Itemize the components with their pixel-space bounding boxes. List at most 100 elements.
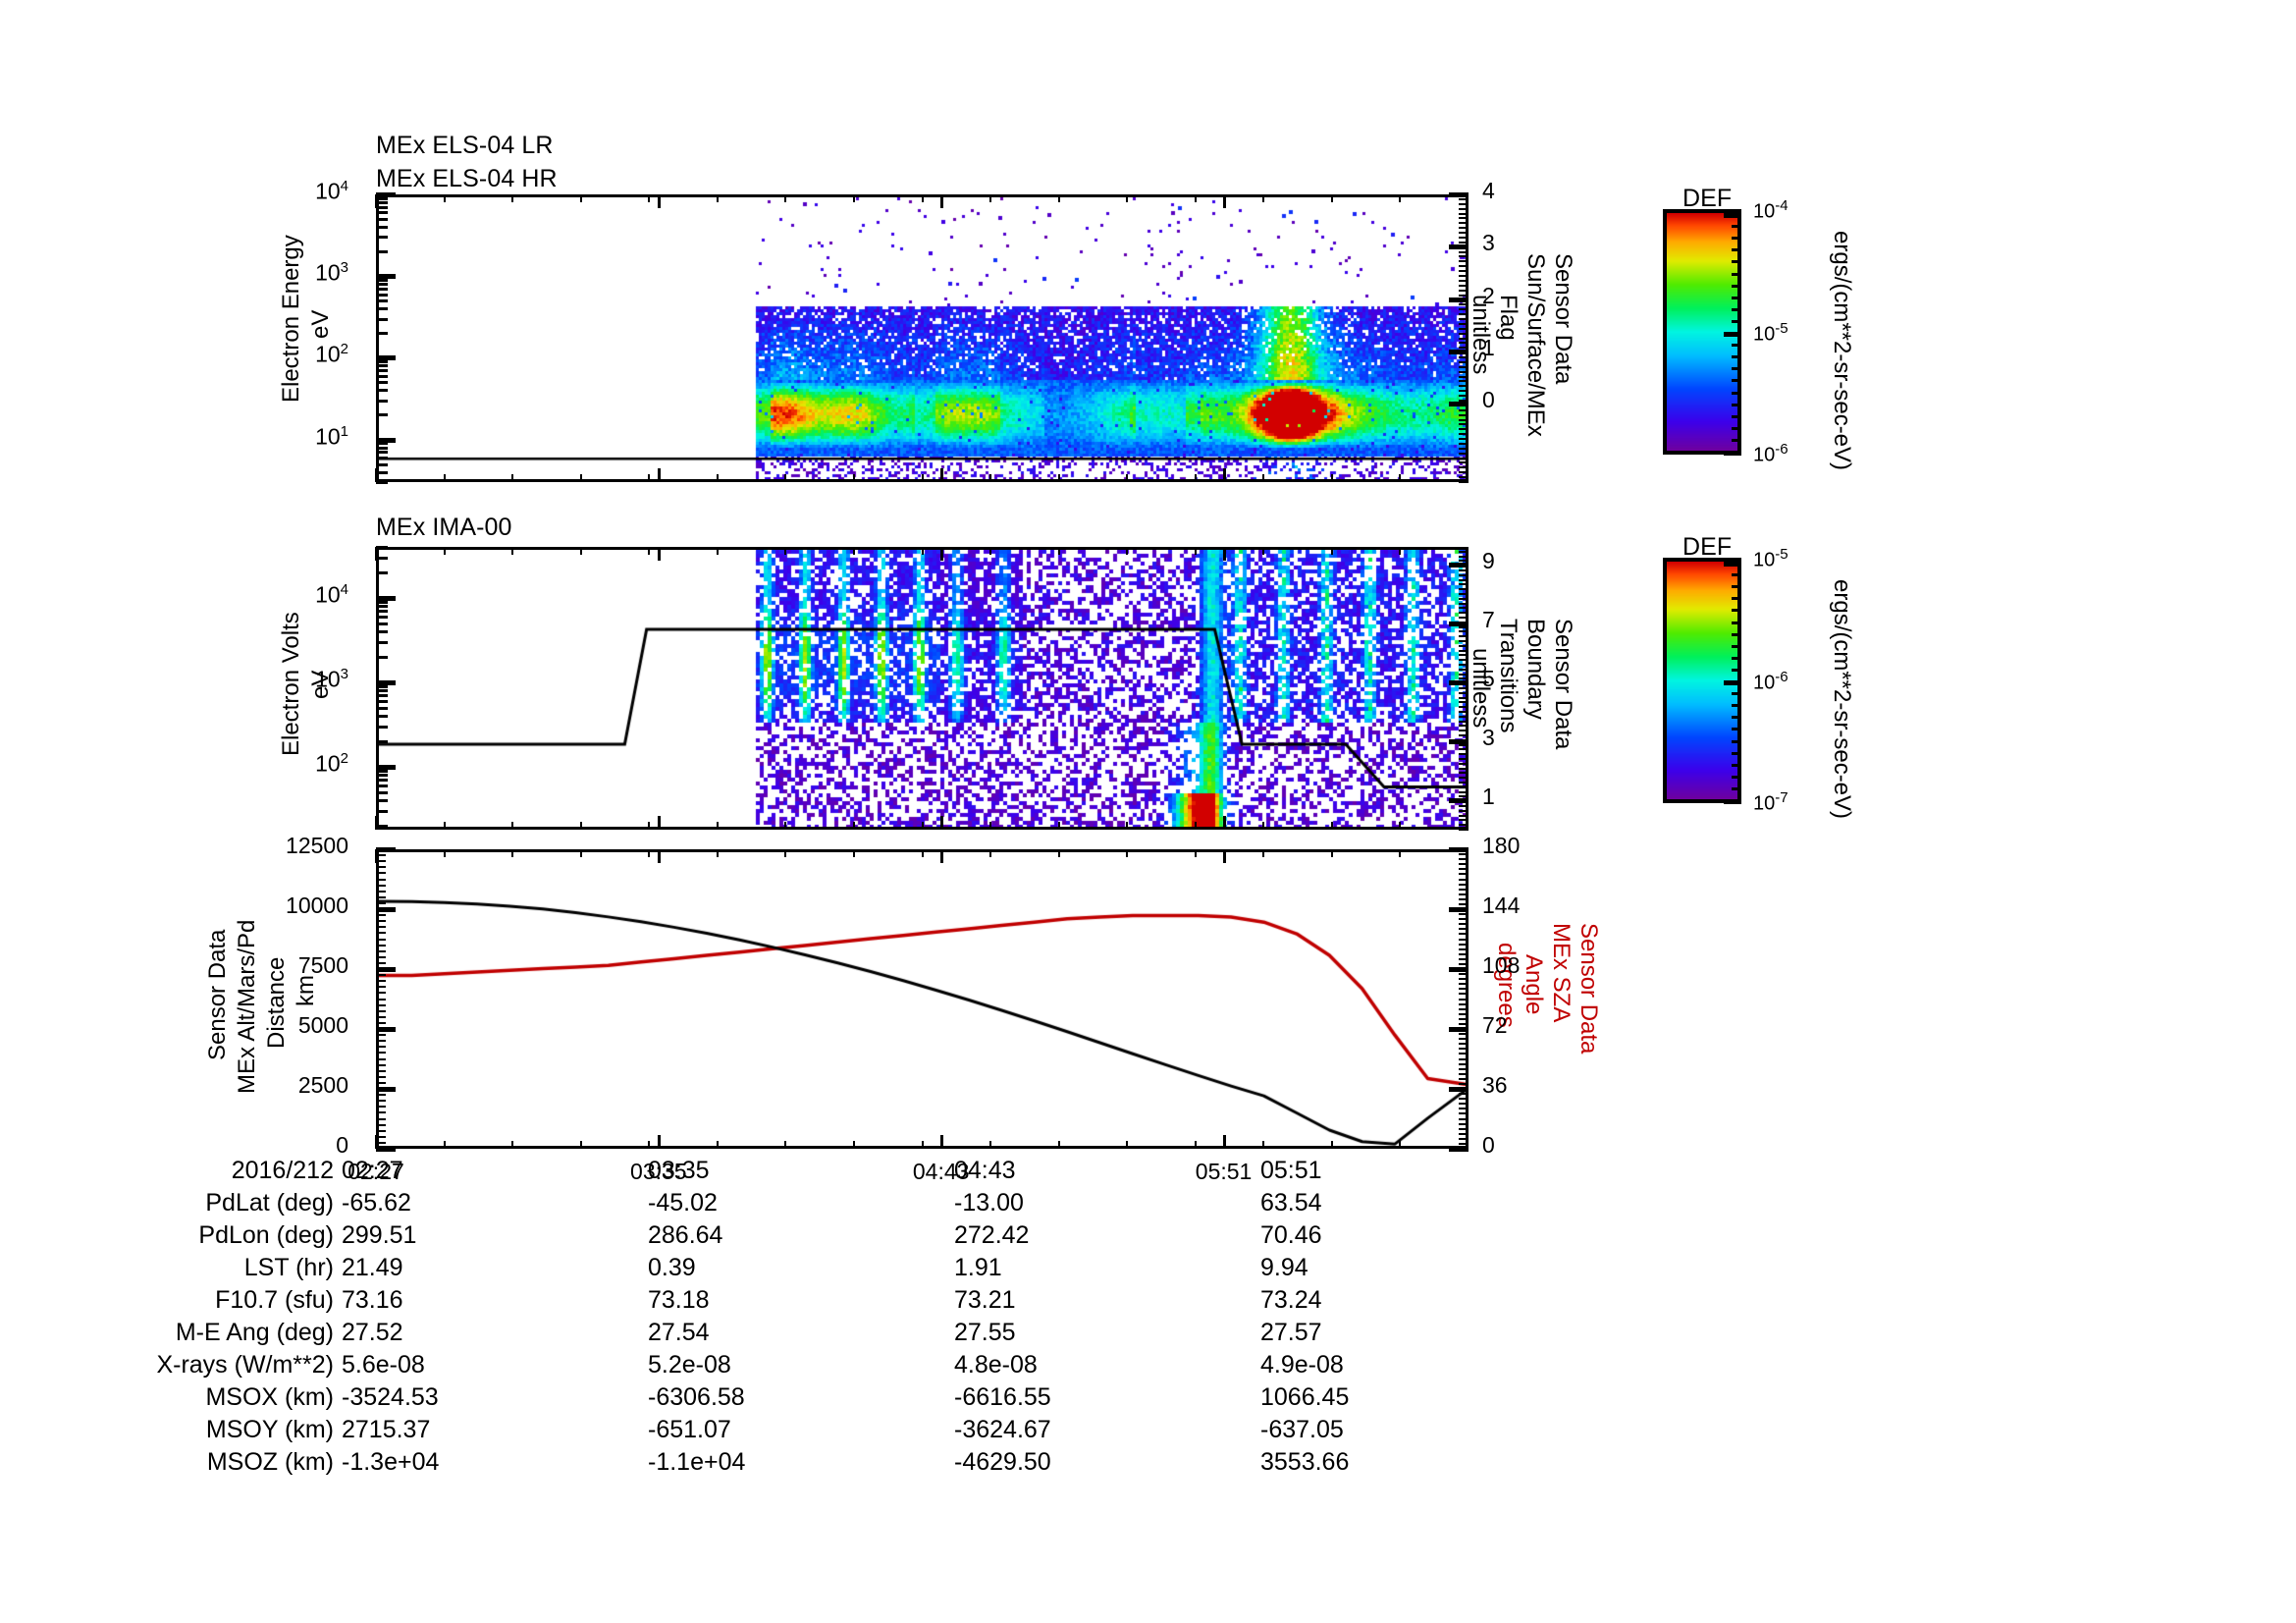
panel3-right-axis-label-line3: Angle xyxy=(1521,954,1547,1015)
panel3-right-minortick xyxy=(1459,928,1468,930)
panel1-right-minortick xyxy=(1459,217,1468,219)
ephemeris-row-label: MSOY (km) xyxy=(205,1416,334,1443)
panel3-right-minortick xyxy=(1459,983,1468,985)
panel1-bottom-minortick xyxy=(717,474,719,482)
panel1-right-minortick xyxy=(1459,356,1468,358)
ephemeris-cell: 70.46 xyxy=(1260,1221,1322,1249)
panel3-top-minortick xyxy=(1399,849,1401,857)
panel3-right-minortick xyxy=(1459,918,1468,920)
panel3-right-ticklabel: 72 xyxy=(1482,1012,1508,1038)
panel3-right-minortick xyxy=(1459,953,1468,955)
panel3-left-minortick xyxy=(376,1046,386,1048)
colorbar1-tickmark xyxy=(1732,415,1741,418)
panel3-left-minortick xyxy=(376,920,386,922)
panel3-left-minortick xyxy=(376,1040,386,1042)
panel3-right-minortick xyxy=(1459,1013,1468,1015)
colorbar2[interactable] xyxy=(1663,558,1741,803)
ephemeris-cell: 05:51 xyxy=(1260,1157,1322,1184)
panel2-top-minortick xyxy=(1399,547,1401,555)
panel-ion-energy-spectrogram[interactable] xyxy=(376,547,1468,830)
panel3-right-minortick xyxy=(1459,948,1468,950)
panel2-left-minortick xyxy=(376,740,388,743)
panel2-left-minortick xyxy=(376,681,396,684)
panel3-right-minortick xyxy=(1459,1133,1468,1135)
panel1-right-minortick xyxy=(1459,270,1468,272)
panel1-left-minortick xyxy=(376,381,388,384)
panel1-left-minortick xyxy=(376,294,388,297)
time-axis-ticklabel: 02:27 xyxy=(347,1159,404,1184)
panel2-bottom-minortick xyxy=(1058,822,1060,830)
panel3-right-ticklabel: 108 xyxy=(1482,952,1521,978)
panel1-right-minortick xyxy=(1459,255,1468,257)
panel2-right-minortick xyxy=(1459,607,1468,609)
panel3-left-minortick xyxy=(376,1148,386,1150)
panel3-right-minortick xyxy=(1459,933,1468,935)
colorbar1-tickmark xyxy=(1732,308,1741,311)
panel1-bottom-minortick xyxy=(1195,474,1197,482)
panel3-right-minortick xyxy=(1459,1018,1468,1020)
panel2-right-minortick xyxy=(1459,583,1468,585)
panel2-left-minortick xyxy=(376,685,388,688)
panel2-right-minortick xyxy=(1459,711,1468,713)
colorbar2-tickmark xyxy=(1732,716,1741,719)
panel3-right-minortick xyxy=(1459,1128,1468,1130)
panel1-right-minortick xyxy=(1459,466,1468,468)
panel2-right-minortick xyxy=(1459,593,1468,595)
panel3-left-minortick xyxy=(376,866,386,868)
colorbar1-tickmark xyxy=(1724,332,1741,337)
panel3-right-minortick xyxy=(1459,963,1468,965)
panel3-right-minortick xyxy=(1459,1008,1468,1010)
panel2-left-minortick xyxy=(376,597,396,600)
panel1-top-minortick xyxy=(1331,194,1333,202)
panel1-bottom-minortick xyxy=(784,474,786,482)
ephemeris-cell: -45.02 xyxy=(648,1189,718,1217)
panel-electron-energy-spectrogram[interactable] xyxy=(376,194,1468,482)
panel1-right-tickmark xyxy=(1449,192,1468,197)
colorbar2-tickmark xyxy=(1732,740,1741,743)
panel3-right-minortick xyxy=(1459,1088,1468,1090)
panel1-right-ticklabel: 2 xyxy=(1482,282,1495,308)
colorbar2-tickmark xyxy=(1732,633,1741,636)
panel1-left-minortick xyxy=(376,211,388,214)
panel3-bottom-minortick xyxy=(511,1141,513,1149)
panel2-right-ticklabel: 9 xyxy=(1482,548,1495,573)
panel-altitude-sza-lineplot[interactable] xyxy=(376,849,1468,1149)
panel3-left-minortick xyxy=(376,1010,386,1012)
panel3-right-minortick xyxy=(1459,1108,1468,1109)
panel1-right-minortick xyxy=(1459,242,1468,243)
panel1-right-minortick xyxy=(1459,208,1468,210)
panel2-right-minortick xyxy=(1459,622,1468,623)
panel3-right-minortick xyxy=(1459,973,1468,975)
panel1-right-minortick xyxy=(1459,323,1468,325)
panel3-top-minortick xyxy=(1331,849,1333,857)
panel2-bottom-minortick xyxy=(648,822,650,830)
panel1-right-minortick xyxy=(1459,333,1468,335)
panel1-right-minortick xyxy=(1459,423,1468,425)
panel3-top-tickmark xyxy=(658,849,661,863)
panel2-left-minortick xyxy=(376,707,388,710)
panel2-right-minortick xyxy=(1459,674,1468,676)
colorbar2-tickmark xyxy=(1732,752,1741,755)
panel1-bottom-tickmark xyxy=(940,468,943,482)
panel3-right-minortick xyxy=(1459,889,1468,891)
panel1-right-minortick xyxy=(1459,443,1468,445)
panel1-bottom-minortick xyxy=(1331,474,1333,482)
panel3-left-minortick xyxy=(376,1142,386,1144)
panel1-right-minortick xyxy=(1459,414,1468,416)
panel1-bottom-minortick xyxy=(1399,474,1401,482)
panel1-top-tickmark xyxy=(1223,194,1226,208)
panel1-left-minortick xyxy=(376,332,388,335)
ephemeris-cell: -6616.55 xyxy=(954,1383,1051,1411)
ephemeris-cell: 04:43 xyxy=(954,1157,1016,1184)
colorbar1-tick-mid: 10-5 xyxy=(1753,320,1789,346)
panel2-bottom-minortick xyxy=(1399,822,1401,830)
panel3-top-minortick xyxy=(922,849,924,857)
panel1-right-minortick xyxy=(1459,481,1468,483)
panel1-bottom-tickmark xyxy=(1223,468,1226,482)
panel3-left-minortick xyxy=(376,1022,386,1024)
panel1-bottom-minortick xyxy=(922,474,924,482)
panel1-right-minortick xyxy=(1459,232,1468,234)
panel2-right-ticklabel: 5 xyxy=(1482,666,1495,691)
colorbar1-tickmark xyxy=(1732,273,1741,276)
colorbar1-tickmark xyxy=(1732,404,1741,406)
